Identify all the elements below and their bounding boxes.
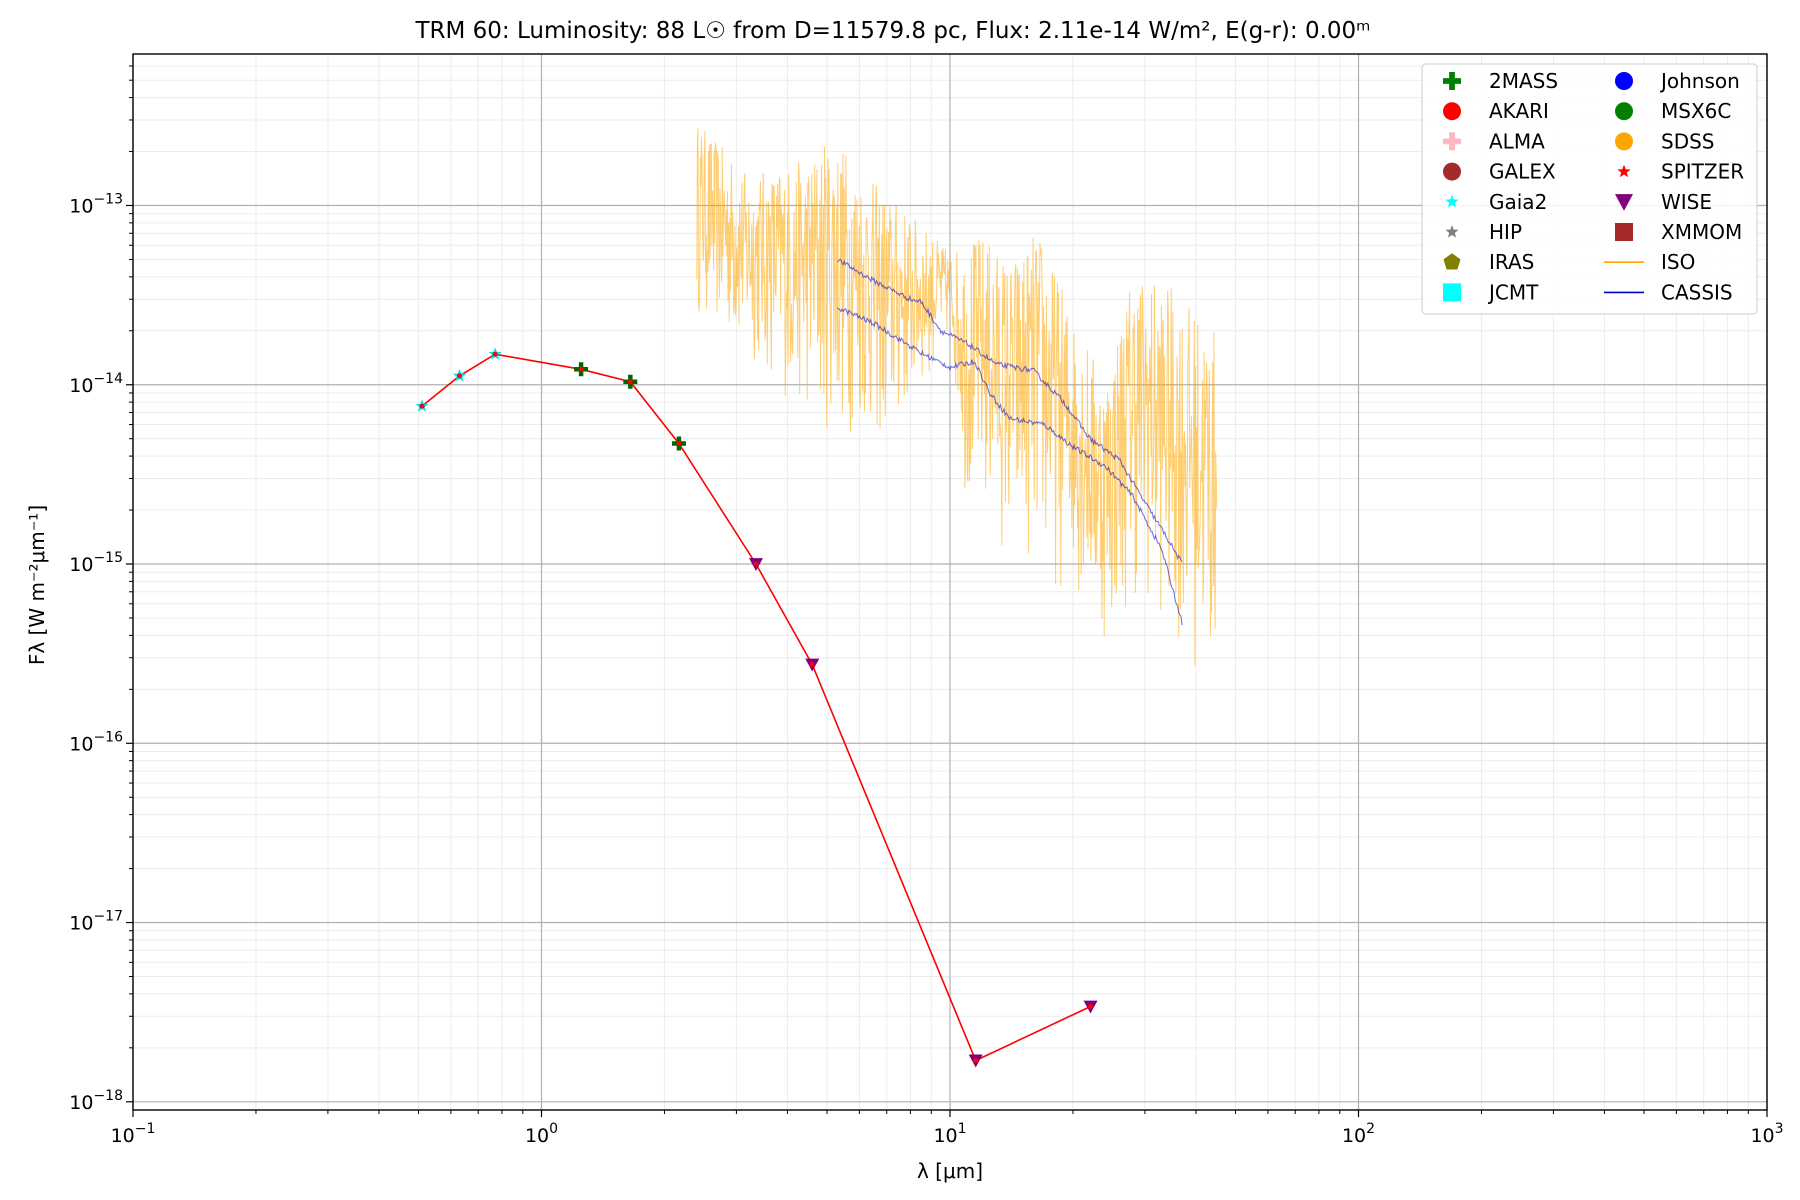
sed-line [421,353,1091,1062]
point-overlay [973,1057,979,1063]
legend-label-iras: IRAS [1489,250,1534,274]
point-overlay [492,351,498,357]
legend-marker-xmmom [1615,223,1633,241]
legend-label-iso: ISO [1661,250,1695,274]
legend-symbol [1615,72,1633,90]
point-overlay [809,662,815,668]
legend-marker-iras [1443,253,1461,270]
legend-marker-galex [1443,162,1461,181]
sed-line-layer [421,353,1091,1062]
photometry-points [415,347,1098,1068]
grid-lines [132,54,1768,1110]
legend-label-spitzer: SPITZER [1661,160,1744,184]
spectrum-iso [696,128,1218,666]
legend: 2MASS AKARI ALMA GALEX Gaia2 HIP IRAS JCMT Johns… [1421,63,1758,315]
legend-symbol [1615,223,1633,241]
legend-marker-msx6c [1615,102,1633,121]
spectra-layer [696,128,1218,666]
x-axis-label: λ [μm] [917,1159,983,1183]
legend-label-akari: AKARI [1489,99,1549,123]
legend-symbol [1443,72,1461,90]
y-axis-label: Fλ [W m⁻²μm⁻¹] [25,505,49,665]
chart-title: TRM 60: Luminosity: 88 L☉ from D=11579.8… [414,18,1370,44]
legend-marker-2mass [1443,72,1461,90]
point-overlay [627,379,633,385]
legend-symbol [1445,225,1459,238]
point-overlay [676,441,682,447]
legend-symbol [1443,162,1461,181]
legend-marker-akari [1443,102,1461,121]
legend-label-msx6c: MSX6C [1661,99,1731,123]
legend-marker-johnson [1615,72,1633,90]
legend-marker-sdss [1615,132,1633,151]
spectrum-cassis-segment [837,307,1183,626]
legend-label-wise: WISE [1661,190,1712,214]
legend-symbol [1615,132,1633,151]
y-tick-label: 10−15 [69,550,123,576]
point-overlay [578,366,584,372]
legend-label-2mass: 2MASS [1489,69,1558,93]
point-overlay [419,403,425,409]
legend-symbol [1443,132,1461,151]
legend-marker-jcmt [1443,283,1461,302]
legend-marker-spitzer [1617,164,1631,178]
legend-label-galex: GALEX [1489,160,1556,184]
spectrum-cassis-segment [836,258,1183,563]
legend-marker-gaia2 [1445,194,1459,208]
legend-label-gaia2: Gaia2 [1489,190,1547,214]
legend-box [1421,63,1758,315]
legend-label-jcmt: JCMT [1487,280,1539,304]
point-overlay [753,561,759,567]
legend-label-cassis: CASSIS [1661,280,1733,304]
legend-symbol [1445,194,1459,208]
legend-marker-alma [1443,132,1461,151]
legend-label-hip: HIP [1489,220,1522,244]
legend-symbol [1443,253,1461,270]
legend-label-alma: ALMA [1489,129,1545,153]
point-overlay [1088,1004,1094,1010]
legend-symbol [1443,102,1461,121]
legend-symbol [1617,164,1631,178]
legend-symbol [1443,283,1461,302]
legend-symbol [1615,102,1633,121]
legend-marker-wise [1615,194,1633,211]
legend-label-sdss: SDSS [1661,129,1715,153]
legend-symbol [1615,194,1633,211]
point-overlay [457,373,463,379]
legend-marker-hip [1445,225,1459,238]
legend-label-xmmom: XMMOM [1661,220,1742,244]
legend-label-johnson: Johnson [1659,69,1740,93]
